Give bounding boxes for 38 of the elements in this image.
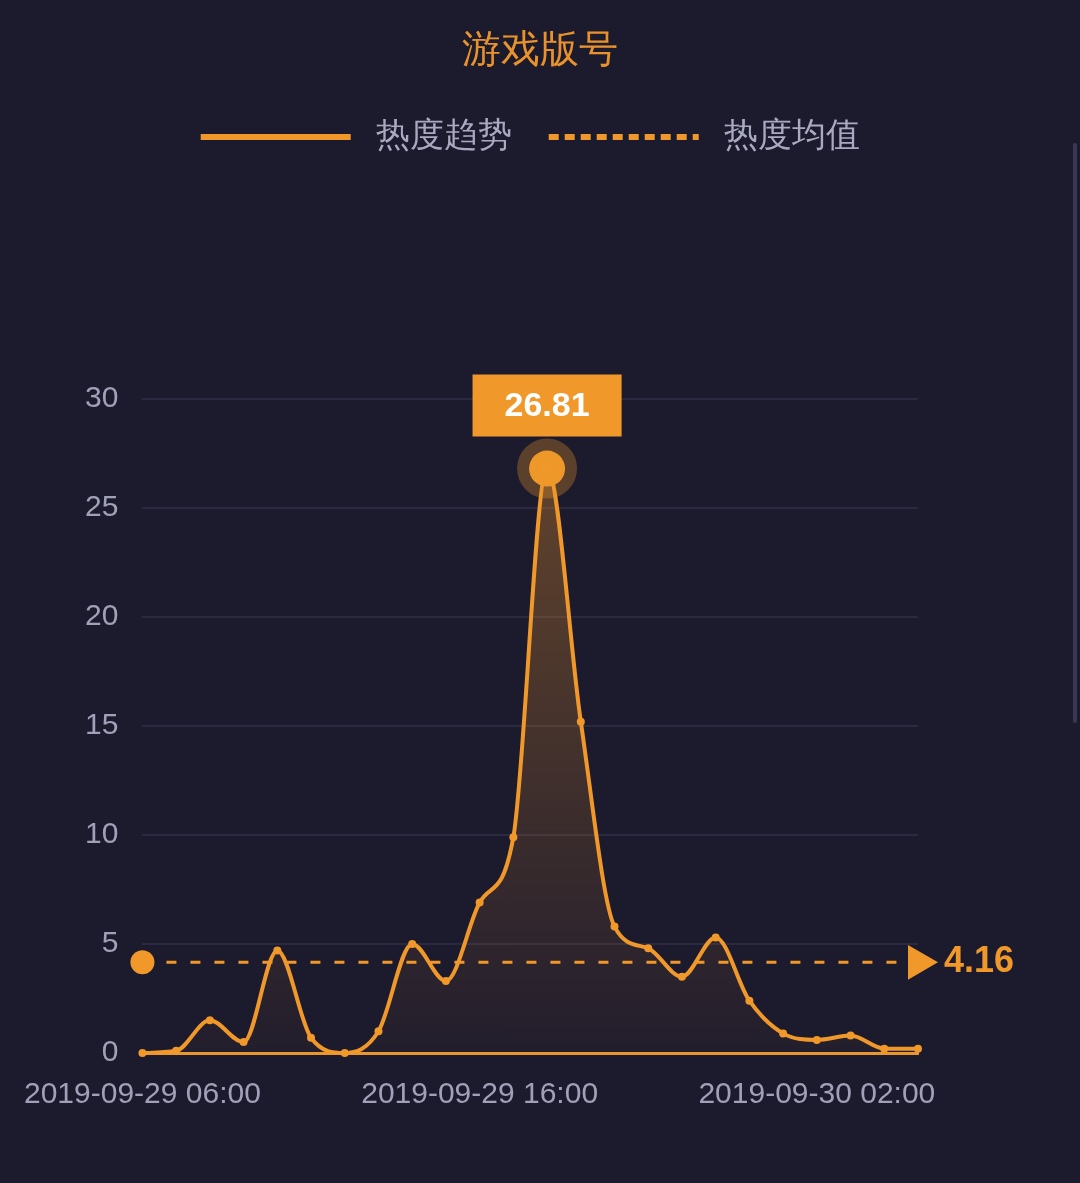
y-tick-label: 10 — [85, 816, 119, 850]
point — [239, 1038, 248, 1047]
point — [711, 933, 720, 942]
point — [644, 944, 653, 953]
data-label: 26.81 — [504, 384, 590, 423]
x-tick-label: 2019-09-29 06:00 — [24, 1076, 261, 1110]
point — [509, 833, 518, 842]
y-tick-label: 15 — [85, 707, 119, 741]
point — [576, 717, 585, 726]
x-tick-label: 2019-09-29 16:00 — [361, 1076, 599, 1110]
point — [172, 1046, 181, 1055]
point — [475, 898, 484, 907]
point — [205, 1016, 214, 1025]
chart-title: 游戏版号 — [462, 26, 618, 72]
point — [340, 1049, 349, 1057]
point — [880, 1044, 889, 1053]
point — [408, 940, 417, 948]
point — [273, 946, 282, 955]
point — [677, 972, 686, 981]
point — [812, 1035, 821, 1044]
point — [610, 922, 619, 931]
y-tick-label: 0 — [101, 1034, 119, 1068]
point — [374, 1027, 383, 1036]
point — [745, 996, 754, 1005]
point — [914, 1044, 922, 1053]
y-tick-label: 30 — [85, 380, 119, 414]
data-label: 4.16 — [944, 939, 1015, 981]
legend-label: 热度均值 — [723, 113, 860, 154]
y-tick-label: 25 — [85, 489, 119, 523]
point — [138, 1049, 147, 1057]
x-tick-label: 2019-09-30 02:00 — [698, 1076, 936, 1110]
point — [441, 977, 450, 986]
y-tick-label: 5 — [101, 925, 119, 959]
point — [307, 1033, 316, 1042]
y-tick-label: 20 — [85, 598, 119, 632]
legend-label: 热度趋势 — [375, 113, 512, 154]
point — [779, 1029, 788, 1038]
point — [846, 1031, 855, 1040]
